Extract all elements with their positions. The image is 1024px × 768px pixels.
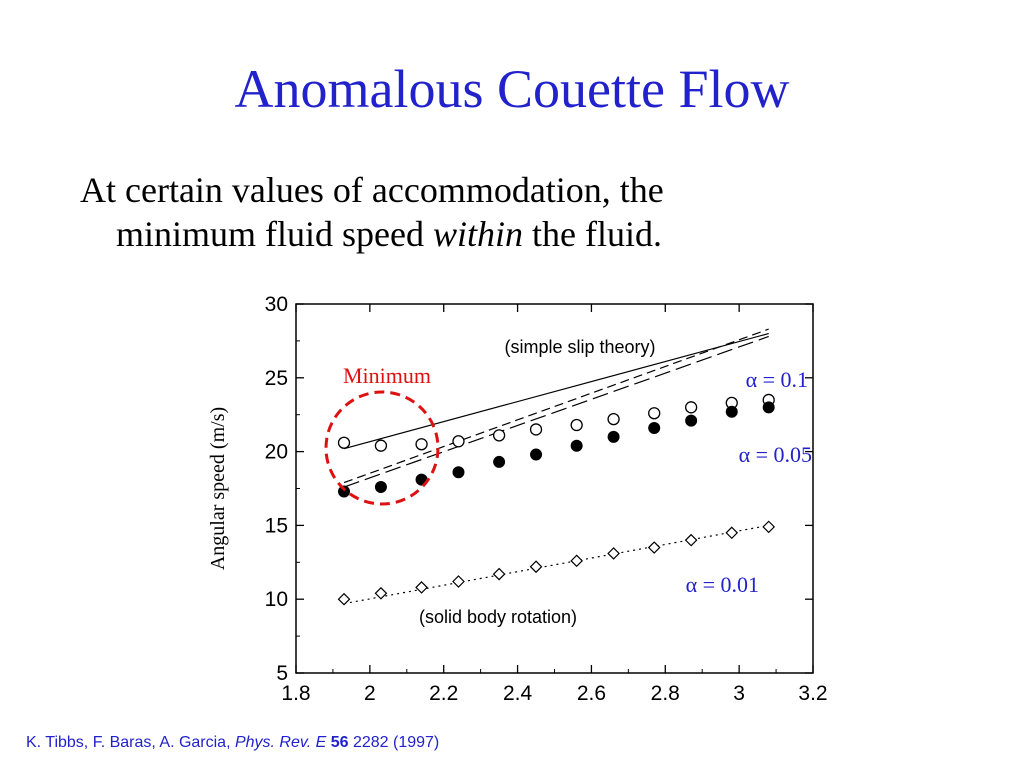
filled-circle-point	[374, 481, 387, 494]
diamond-point	[647, 541, 661, 554]
filled-circle-point	[338, 485, 351, 498]
y-tick-label: 20	[265, 441, 288, 464]
chart-labels: (simple slip theory) (solid body rotation…	[324, 337, 812, 627]
open-circle-point	[452, 435, 465, 448]
filled-circle-point	[762, 401, 775, 414]
open-circle-point	[415, 438, 428, 451]
diamond-point	[762, 520, 776, 534]
minimum-label: Minimum	[343, 363, 431, 388]
alpha-005-label: α = 0.05	[739, 442, 812, 467]
citation-authors: K. Tibbs, F. Baras, A. Garcia,	[26, 734, 235, 751]
diamond-point	[607, 547, 620, 560]
open-circle-point	[374, 439, 388, 452]
x-tick-label: 3.2	[798, 682, 827, 705]
bullet-text: At certain values of accommodation, the …	[80, 168, 840, 256]
diamond-point	[684, 533, 698, 547]
open-circle-point	[648, 407, 661, 420]
simple-slip-label: (simple slip theory)	[504, 337, 655, 357]
diamond-point	[337, 592, 351, 606]
bullet-line-2-end: the fluid.	[523, 214, 662, 254]
bullet-line-2-start: minimum fluid speed	[116, 214, 433, 254]
filled-circle-point	[648, 421, 661, 434]
filled-circle-point	[452, 466, 465, 479]
x-tick-label: 2.4	[503, 682, 533, 705]
y-tick-label: 30	[265, 293, 288, 316]
diamond-point	[452, 575, 465, 588]
x-tick-label: 2	[364, 682, 376, 705]
solid-body-label: (solid body rotation)	[419, 607, 577, 627]
bullet-emphasis: within	[432, 214, 523, 254]
diamond-point	[570, 554, 584, 568]
filled-circle-point	[685, 414, 698, 427]
open-circle-point	[529, 423, 543, 436]
x-tick-label: 1.8	[281, 682, 310, 705]
diamond-point	[492, 567, 506, 581]
open-circle-point	[607, 412, 620, 426]
y-tick-label: 15	[265, 514, 288, 537]
x-tick-label: 2.2	[429, 682, 458, 705]
filled-circle-point	[530, 448, 543, 461]
open-circle-point	[684, 401, 698, 414]
citation-volume: 56	[330, 734, 349, 751]
theory-line-solid	[343, 332, 769, 450]
filled-circle-point	[570, 439, 583, 452]
x-tick-label: 2.6	[577, 682, 606, 705]
y-tick-label: 25	[265, 367, 288, 390]
alpha-01-label: α = 0.1	[746, 367, 808, 392]
y-axis-label: Angular speed (m/s)	[207, 407, 229, 570]
x-tick-label: 2.8	[651, 682, 680, 705]
diamond-point	[529, 560, 543, 574]
open-circle-point	[570, 418, 583, 432]
alpha-001-label: α = 0.01	[686, 572, 759, 597]
open-circle-point	[492, 429, 506, 442]
open-circle-point	[337, 436, 351, 449]
chart-axes: 1.8 2 2.2 2.4 2.6 2.8 3 3.2 5 10 15 20 25 30 Angular s…	[207, 293, 828, 705]
bullet-line-1: At certain values of accommodation, the	[80, 170, 664, 210]
theory-lines	[343, 328, 769, 605]
filled-circle-point	[607, 430, 620, 443]
citation: K. Tibbs, F. Baras, A. Garcia, Phys. Rev…	[26, 734, 439, 752]
data-points	[337, 393, 776, 606]
bullet-line-2: minimum fluid speed within the fluid.	[80, 212, 840, 256]
filled-circle-point	[493, 455, 506, 468]
slide-title: Anomalous Couette Flow	[234, 59, 790, 119]
filled-circle-point	[725, 405, 738, 418]
diamond-point	[725, 526, 739, 540]
y-tick-label: 10	[265, 588, 288, 611]
theory-line-long-dash	[343, 335, 769, 488]
minimum-circle	[324, 390, 440, 506]
x-tick-label: 3	[733, 682, 745, 705]
y-tick-label: 5	[276, 662, 288, 685]
citation-pages: 2282 (1997)	[348, 734, 440, 751]
diamond-point	[374, 586, 388, 600]
theory-line-dash	[343, 328, 769, 484]
citation-journal: Phys. Rev. E	[234, 734, 327, 751]
diamond-point	[415, 581, 428, 594]
